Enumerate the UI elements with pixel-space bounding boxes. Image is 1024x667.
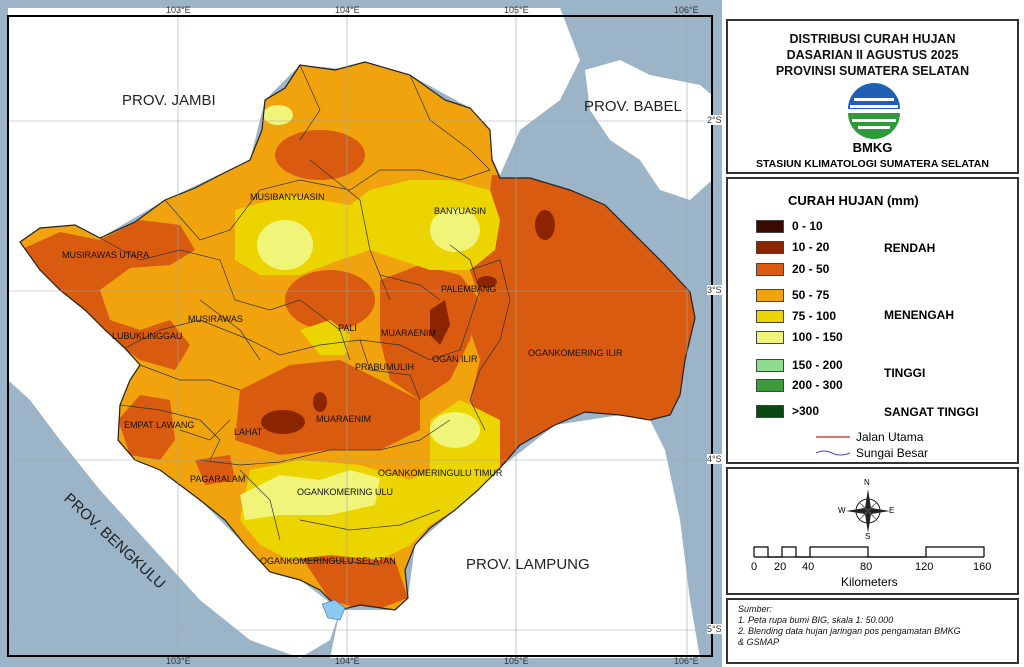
legend-class-label: >300 <box>792 404 820 418</box>
scale-label-80: 80 <box>860 561 873 573</box>
legend-category-sangat-tinggi: SANGAT TINGGI <box>884 405 979 419</box>
legend-swatch <box>756 241 784 254</box>
legend-class-label: 150 - 200 <box>792 358 843 372</box>
legend-swatch <box>756 405 784 418</box>
compass-n: N <box>864 478 870 487</box>
rainfall-map <box>0 0 722 667</box>
tick-top-106: 106°E <box>674 5 699 15</box>
region-musirawas-utara: MUSIRAWAS UTARA <box>62 250 150 260</box>
tick-bottom-105: 105°E <box>504 656 529 666</box>
legend-class-label: 50 - 75 <box>792 288 830 302</box>
scale-label-0: 0 <box>751 561 758 573</box>
region-palembang: PALEMBANG <box>441 284 497 294</box>
legend-river-label: Sungai Besar <box>856 446 929 460</box>
source-line-1: 1. Peta rupa bumi BIG, skala 1: 50.000 <box>738 615 894 625</box>
tick-top-105: 105°E <box>504 5 529 15</box>
scale-label-40: 40 <box>802 561 815 573</box>
region-ogan-ilir: OGAN ILIR <box>432 354 478 364</box>
tick-right-5s: 5°S <box>707 624 722 634</box>
scale-label-160: 160 <box>973 561 992 573</box>
prov-jambi-label: PROV. JAMBI <box>122 92 216 109</box>
tick-right-3s: 3°S <box>707 285 722 295</box>
scale-label-20: 20 <box>774 561 787 573</box>
region-lubuklinggau: LUBUKLINGGAU <box>112 331 183 341</box>
region-musirawas: MUSIRAWAS <box>188 314 243 324</box>
tick-right-2s: 2°S <box>707 115 722 125</box>
tick-bottom-104: 104°E <box>335 656 360 666</box>
tick-top-103: 103°E <box>166 5 191 15</box>
source-heading: Sumber: <box>738 604 773 614</box>
region-banyuasin: BANYUASIN <box>434 206 487 216</box>
legend-swatch <box>756 331 784 344</box>
station-name: STASIUN KLIMATOLOGI SUMATERA SELATAN <box>756 158 989 170</box>
region-ogankomeringulu-timur: OGANKOMERINGULU TIMUR <box>378 468 503 478</box>
road-line-icon <box>816 436 850 438</box>
region-ogankomeringulu-selatan: OGANKOMERINGULU SELATAN <box>260 556 396 566</box>
region-pali: PALI <box>338 323 357 333</box>
scale-unit: Kilometers <box>841 575 898 589</box>
legend-panel: CURAH HUJAN (mm) 0 - 10 10 - 20 20 - 50 50 … <box>726 177 1019 464</box>
tick-bottom-103: 103°E <box>166 656 191 666</box>
map-title-line-1: DISTRIBUSI CURAH HUJAN <box>789 32 956 46</box>
legend-swatch <box>756 289 784 302</box>
region-ogankomering-ulu: OGANKOMERING ULU <box>297 487 394 497</box>
legend-swatch <box>756 359 784 372</box>
legend-class-label: 100 - 150 <box>792 330 843 344</box>
legend-category-rendah: RENDAH <box>884 241 936 255</box>
legend-swatch <box>756 379 784 392</box>
tick-right-4s: 4°S <box>707 454 722 464</box>
prov-babel-label: PROV. BABEL <box>584 98 682 115</box>
region-empat-lawang: EMPAT LAWANG <box>124 420 195 430</box>
region-prabumulih: PRABUMULIH <box>355 362 415 372</box>
legend-category-tinggi: TINGGI <box>884 366 926 380</box>
scale-label-120: 120 <box>915 561 934 573</box>
source-line-3: & GSMAP <box>738 637 780 647</box>
scale-bar <box>753 546 985 558</box>
prov-lampung-label: PROV. LAMPUNG <box>466 556 590 573</box>
legend-class-label: 75 - 100 <box>792 309 837 323</box>
legend-title: CURAH HUJAN (mm) <box>788 193 919 208</box>
source-panel: Sumber: 1. Peta rupa bumi BIG, skala 1: … <box>726 598 1019 664</box>
compass-rose-icon <box>846 489 890 533</box>
compass-e: E <box>889 506 895 515</box>
region-muaraenim-south: MUARAENIM <box>316 414 372 424</box>
region-lahat: LAHAT <box>234 427 263 437</box>
scale-panel: N S E W 0 20 40 80 120 160 Kilometers <box>726 467 1019 595</box>
legend-class-label: 200 - 300 <box>792 378 843 392</box>
compass-w: W <box>838 506 846 515</box>
legend-swatch <box>756 310 784 323</box>
river-line-icon <box>816 450 851 456</box>
bmkg-logo-icon <box>846 83 902 139</box>
legend-class-label: 10 - 20 <box>792 240 830 254</box>
legend-road-label: Jalan Utama <box>856 430 924 444</box>
region-pagaralam: PAGARALAM <box>190 474 246 484</box>
source-line-2: 2. Blending data hujan jaringan pos peng… <box>738 626 961 636</box>
legend-class-label: 0 - 10 <box>792 219 823 233</box>
compass-s: S <box>865 532 871 541</box>
region-ogankomering-ilir: OGANKOMERING ILIR <box>528 348 623 358</box>
bmkg-logo-text: BMKG <box>852 140 893 155</box>
region-muaraenim-north: MUARAENIM <box>381 328 437 338</box>
map-title-line-2: DASARIAN II AGUSTUS 2025 <box>786 48 959 62</box>
legend-category-menengah: MENENGAH <box>884 308 955 322</box>
tick-top-104: 104°E <box>335 5 360 15</box>
legend-swatch <box>756 220 784 233</box>
title-panel: DISTRIBUSI CURAH HUJAN DASARIAN II AGUST… <box>726 19 1019 174</box>
legend-class-label: 20 - 50 <box>792 262 830 276</box>
map-frame: 103°E 104°E 105°E 106°E 103°E 104°E 105°… <box>0 0 722 667</box>
map-title-line-3: PROVINSI SUMATERA SELATAN <box>775 64 970 78</box>
tick-bottom-106: 106°E <box>674 656 699 666</box>
region-musibanyuasin: MUSIBANYUASIN <box>250 192 325 202</box>
legend-swatch <box>756 263 784 276</box>
